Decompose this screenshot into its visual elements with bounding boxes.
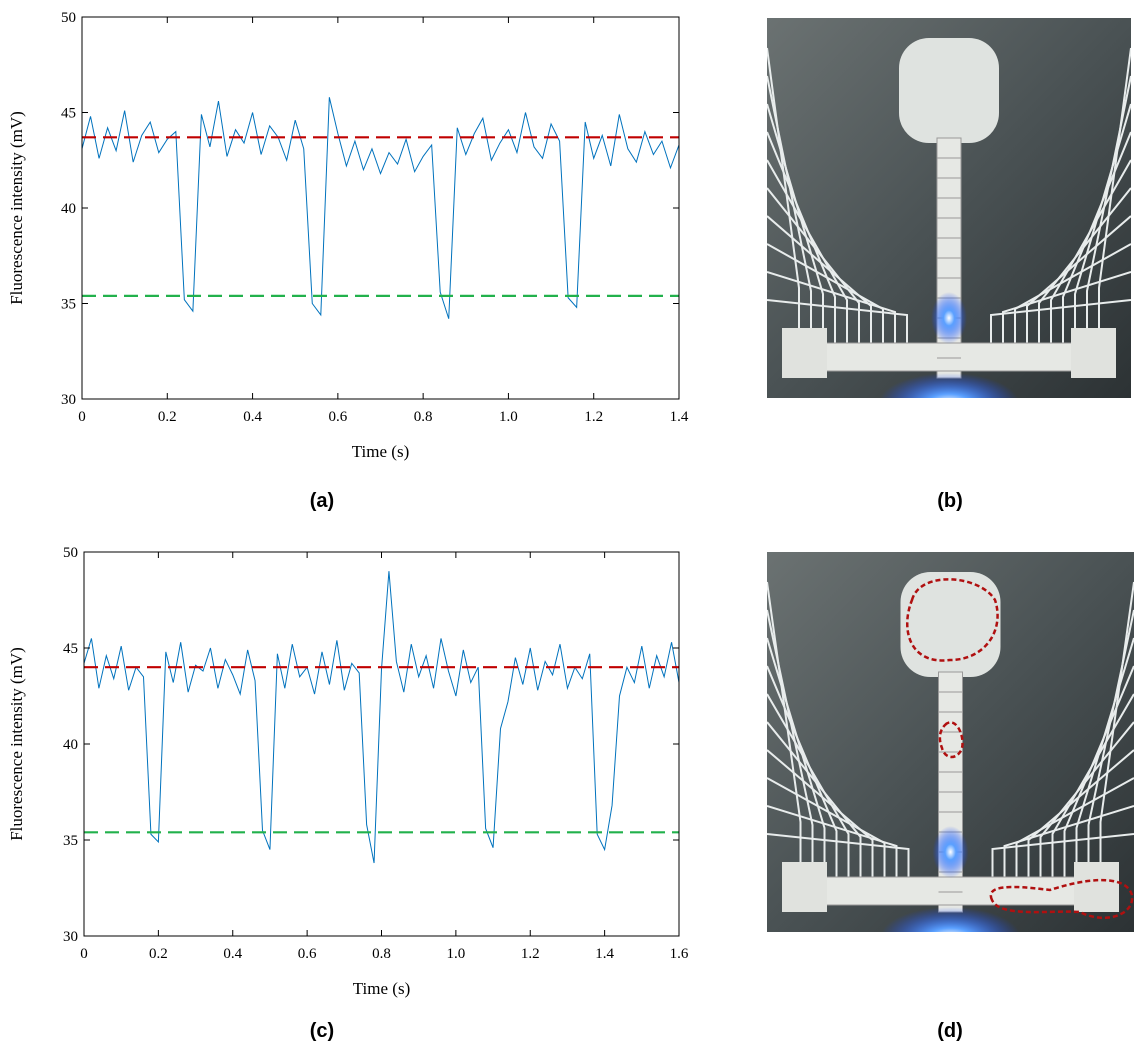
x-tick-label: 1.4: [595, 946, 614, 962]
y-tick-label: 35: [63, 833, 78, 849]
y-tick-label: 30: [63, 929, 78, 945]
droplet-outline: [938, 721, 964, 759]
x-tick-label: 1.2: [584, 409, 603, 425]
x-tick-label: 0.4: [223, 946, 242, 962]
panel-label: (b): [937, 490, 963, 512]
y-tick-label: 50: [63, 545, 78, 561]
photo: [767, 18, 1131, 398]
x-tick-label: 0.6: [328, 409, 347, 425]
x-tick-label: 0.6: [298, 946, 317, 962]
electrode-wire: [1051, 693, 1134, 892]
x-tick-label: 1.4: [670, 409, 689, 425]
electrode-wire: [767, 159, 848, 358]
pad: [1074, 862, 1119, 912]
panel-label: (a): [310, 490, 334, 512]
cross-channel: [821, 342, 1077, 372]
electrode-wire: [1063, 665, 1134, 892]
cross-channel: [821, 876, 1080, 906]
electrode-wire: [767, 187, 860, 358]
x-axis-label: Time (s): [353, 979, 410, 998]
y-tick-label: 40: [61, 201, 76, 217]
droplet-outline: [989, 878, 1134, 920]
electrode-wire: [767, 215, 872, 358]
chamber: [900, 572, 1001, 677]
electrode-wire: [1038, 187, 1131, 358]
x-tick-label: 0: [80, 946, 88, 962]
electrode-wire: [1062, 131, 1131, 358]
blue-glow: [931, 292, 967, 344]
y-tick-label: 40: [63, 737, 78, 753]
pad: [782, 862, 827, 912]
electrode-wire: [1050, 159, 1131, 358]
plot-frame: [83, 551, 680, 937]
electrode-wire: [1026, 215, 1131, 358]
y-tick-label: 30: [61, 392, 76, 408]
panel-label: (d): [937, 1020, 963, 1042]
x-tick-label: 0.8: [372, 946, 391, 962]
blue-glow: [879, 373, 1019, 398]
y-tick-label: 45: [63, 641, 78, 657]
y-tick-label: 50: [61, 10, 76, 26]
y-axis-label: Fluorescence intensity (mV): [7, 111, 26, 305]
signal-line: [83, 571, 680, 864]
electrode-wire: [1039, 721, 1134, 892]
electrode-wire: [767, 131, 836, 358]
electrode-wire: [767, 693, 850, 892]
photo: [767, 552, 1134, 932]
x-tick-label: 1.6: [670, 946, 689, 962]
x-tick-label: 1.0: [447, 946, 466, 962]
blue-glow: [932, 826, 969, 878]
chamber: [899, 38, 999, 143]
pad: [1071, 328, 1116, 378]
electrode-wire: [767, 665, 838, 892]
x-tick-label: 0.8: [414, 409, 433, 425]
x-tick-label: 1.2: [521, 946, 540, 962]
x-axis-label: Time (s): [352, 442, 409, 461]
blue-glow: [881, 907, 1020, 932]
panel-label: (c): [310, 1020, 334, 1042]
y-tick-label: 45: [61, 106, 76, 122]
x-tick-label: 0.2: [158, 409, 177, 425]
x-tick-label: 1.0: [499, 409, 518, 425]
x-tick-label: 0.4: [243, 409, 262, 425]
x-tick-label: 0: [78, 409, 86, 425]
electrode-wire: [767, 721, 862, 892]
y-axis-label: Fluorescence intensity (mV): [7, 647, 26, 841]
electrode-wire: [1027, 749, 1134, 892]
x-tick-label: 0.2: [149, 946, 168, 962]
y-tick-label: 35: [61, 297, 76, 313]
pad: [782, 328, 827, 378]
plot-frame: [81, 16, 680, 400]
electrode-wire: [767, 749, 874, 892]
signal-line: [81, 97, 680, 319]
